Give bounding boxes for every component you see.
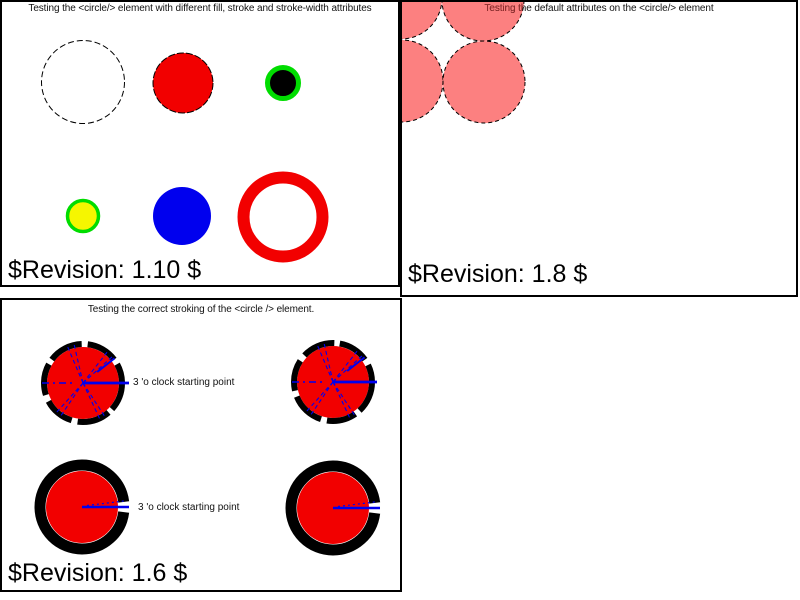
dashed-stroke-circle-row1-left [41, 341, 129, 425]
blue-filled-circle [153, 187, 211, 245]
salmon-circle [402, 2, 443, 40]
default-attributes-canvas [402, 2, 526, 124]
clock-start-label-row1: 3 'o clock starting point [133, 377, 235, 388]
clock-start-label-row2: 3 'o clock starting point [138, 502, 240, 513]
panel-title: Testing the <circle/> element with diffe… [28, 3, 372, 14]
thick-stroke-circle-row2-right [285, 460, 381, 556]
thick-stroke-circle-row2-left [34, 459, 130, 555]
thick-red-ring-circle [237, 171, 329, 263]
panel-default-attributes-test: Testing the default attributes on the <c… [400, 0, 798, 297]
panel-stroking-test: Testing the correct stroking of the <cir… [0, 298, 402, 592]
stroking-test-canvas [34, 340, 381, 556]
panel-title: Testing the correct stroking of the <cir… [87, 304, 315, 315]
red-filled-circle [152, 52, 214, 114]
panel-title: Testing the default attributes on the <c… [484, 3, 714, 14]
revision-text: $Revision: 1.6 $ [8, 559, 188, 587]
black-circle-green-stroke [265, 65, 301, 101]
dashed-stroke-circle-row1-right [291, 340, 377, 424]
white-dashed-circle [41, 40, 125, 124]
revision-text: $Revision: 1.8 $ [408, 260, 588, 288]
revision-text: $Revision: 1.10 $ [8, 256, 202, 284]
yellow-circle-green-stroke [65, 198, 101, 234]
fill-stroke-test-canvas [41, 40, 329, 263]
salmon-circle [402, 39, 444, 123]
salmon-circle [442, 40, 526, 124]
panel-fill-stroke-test: Testing the <circle/> element with diffe… [0, 0, 400, 287]
